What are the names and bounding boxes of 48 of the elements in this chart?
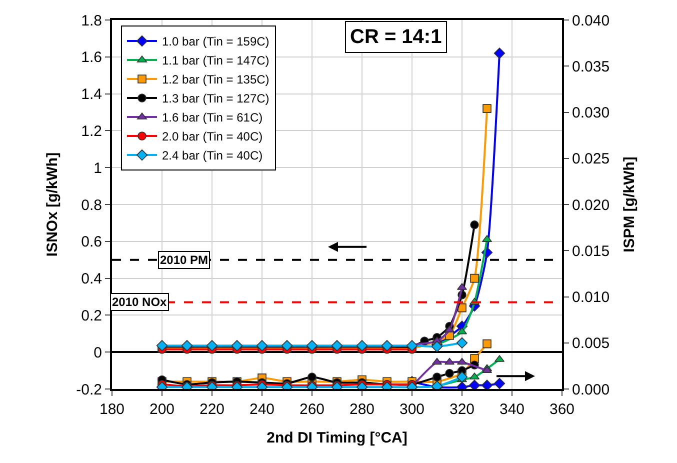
point [470,274,479,283]
y-tick-label: 0.4 [81,270,102,288]
legend-label: 1.6 bar (Tin = 61C) [162,110,263,125]
x-axis-title: 2nd DI Timing [°CA] [266,430,408,446]
legend-label: 1.3 bar (Tin = 127C) [162,92,270,106]
y2-tick-label: 0.005 [572,335,610,352]
x-tick-label: 180 [99,401,125,418]
y2-tick-label: 0.010 [572,289,610,306]
point [456,337,468,348]
point [482,104,492,113]
point [470,220,479,230]
y-tick-label: 0.6 [81,234,102,251]
x-tick-label: 280 [349,401,375,418]
y-tick-label: 1.6 [81,49,102,66]
x-tick-label: 240 [249,401,275,418]
y2-tick-label: 0.025 [572,150,610,168]
x-tick-label: 260 [299,401,325,418]
x-tick-label: 220 [199,401,225,418]
y-tick-label: 0 [94,344,102,362]
y-tick-label: 1.4 [81,86,102,104]
point [494,48,506,59]
y2-tick-label: 0.030 [572,104,610,122]
y2-tick-label: 0.015 [572,242,610,260]
x-tick-label: 360 [549,401,575,418]
legend-label: 1.1 bar (Tin = 147C) [162,54,270,68]
legend-label: 2.4 bar (Tin = 40C) [162,148,263,163]
legend-label: 2.0 bar (Tin = 40C) [162,130,263,144]
y2-axis-title: ISPM [g/kWh] [621,156,638,252]
y-tick-label: 1.2 [81,122,102,140]
y2-tick-label: 0.040 [572,12,610,30]
legend-label: 1.0 bar (Tin = 159C) [162,34,270,49]
y2-tick-label: 0.020 [572,196,610,214]
y-tick-label: -0.2 [76,381,102,398]
y2-tick-label: 0.000 [572,381,610,398]
x-tick-label: 320 [449,401,475,418]
y2-tick-label: 0.035 [572,58,610,76]
annotation: CR = 14:1 [350,26,442,48]
x-tick-label: 300 [399,401,425,418]
y-tick-label: 1.8 [81,12,102,30]
legend-label: 1.2 bar (Tin = 135C) [162,72,270,87]
x-tick-label: 200 [149,401,175,418]
y-tick-label: 0.2 [81,307,102,324]
x-tick-label: 340 [499,401,525,418]
y-tick-label: 1 [94,160,102,177]
ref-line-label: 2010 PM [160,253,208,267]
y-axis-title: ISNOx [g/kWh] [44,152,61,257]
ref-line-label: 2010 NOx [112,295,168,309]
y-tick-label: 0.8 [81,196,102,214]
